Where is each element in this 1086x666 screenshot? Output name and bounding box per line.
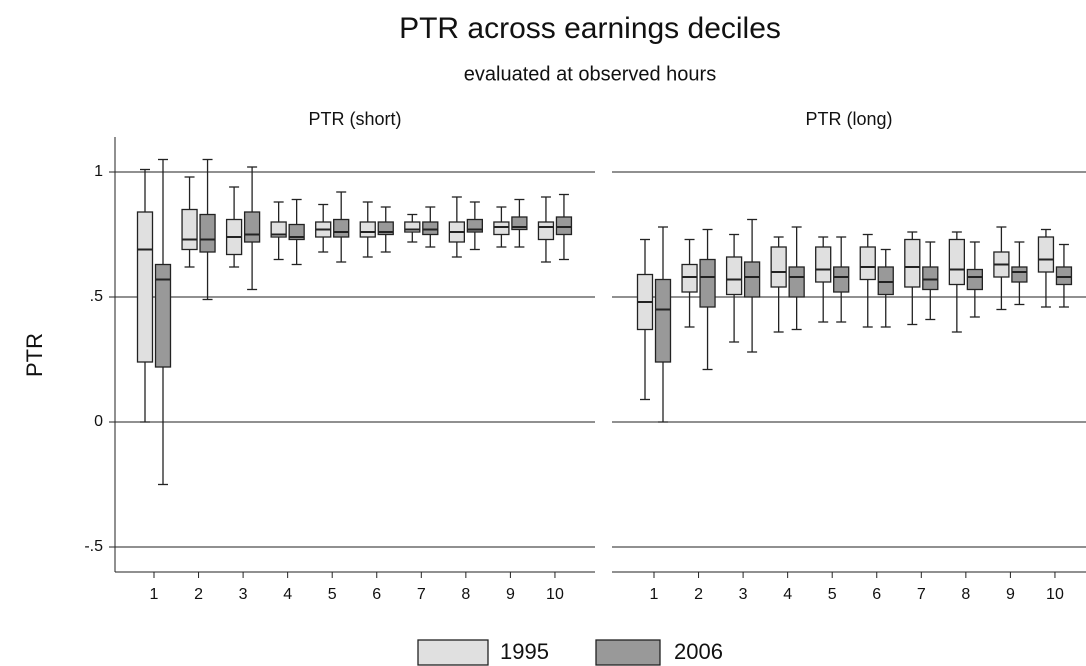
x-tick-label: 1 xyxy=(650,586,659,603)
x-tick-label: 8 xyxy=(461,586,470,603)
box xyxy=(833,266,850,293)
legend-swatch xyxy=(417,639,489,666)
x-tick-label: 8 xyxy=(961,586,970,603)
legend-label: 1995 xyxy=(500,639,549,664)
x-tick-label: 3 xyxy=(739,586,748,603)
box xyxy=(333,218,350,238)
box xyxy=(493,221,510,236)
box xyxy=(904,238,921,288)
legend-swatch xyxy=(595,639,661,666)
y-tick-label: -.5 xyxy=(84,538,103,555)
box xyxy=(154,263,172,368)
x-tick-label: 7 xyxy=(917,586,926,603)
chart-title: PTR across earnings deciles xyxy=(399,12,781,45)
box xyxy=(966,268,983,291)
x-tick-label: 2 xyxy=(194,586,203,603)
box xyxy=(243,211,261,243)
box xyxy=(537,221,555,241)
x-tick-label: 1 xyxy=(150,586,159,603)
y-tick-label: .5 xyxy=(90,288,103,305)
x-tick-label: 4 xyxy=(783,586,792,603)
x-tick-label: 5 xyxy=(828,586,837,603)
x-tick-label: 6 xyxy=(372,586,381,603)
box xyxy=(404,221,421,233)
box xyxy=(815,246,832,283)
box xyxy=(788,266,805,298)
panel-title: PTR (short) xyxy=(308,109,401,129)
x-tick-label: 6 xyxy=(872,586,881,603)
box xyxy=(199,213,216,253)
x-tick-label: 9 xyxy=(1006,586,1015,603)
x-tick-label: 10 xyxy=(1046,586,1064,603)
x-tick-label: 10 xyxy=(546,586,564,603)
legend-label: 2006 xyxy=(674,639,723,664)
box xyxy=(555,216,573,236)
box xyxy=(770,246,787,288)
box xyxy=(859,246,876,281)
box xyxy=(181,208,198,251)
y-tick-label: 0 xyxy=(94,413,103,430)
y-tick-label: 1 xyxy=(94,163,103,180)
box xyxy=(681,263,698,293)
x-tick-label: 3 xyxy=(239,586,248,603)
x-tick-label: 4 xyxy=(283,586,292,603)
box xyxy=(922,266,939,291)
box xyxy=(948,238,965,286)
box xyxy=(743,261,761,298)
box xyxy=(422,221,439,236)
x-tick-label: 5 xyxy=(328,586,337,603)
box xyxy=(1037,236,1055,273)
box xyxy=(725,256,743,296)
box xyxy=(1011,266,1028,283)
box xyxy=(288,223,305,241)
box xyxy=(1055,266,1073,286)
x-tick-label: 2 xyxy=(694,586,703,603)
x-tick-label: 7 xyxy=(417,586,426,603)
panel-title: PTR (long) xyxy=(805,109,892,129)
box xyxy=(877,266,894,296)
box xyxy=(654,278,672,363)
y-axis-label: PTR xyxy=(22,333,47,377)
box xyxy=(359,221,376,238)
box xyxy=(136,211,154,363)
x-tick-label: 9 xyxy=(506,586,515,603)
chart-subtitle: evaluated at observed hours xyxy=(464,63,716,85)
box xyxy=(270,221,287,238)
box xyxy=(699,258,716,308)
